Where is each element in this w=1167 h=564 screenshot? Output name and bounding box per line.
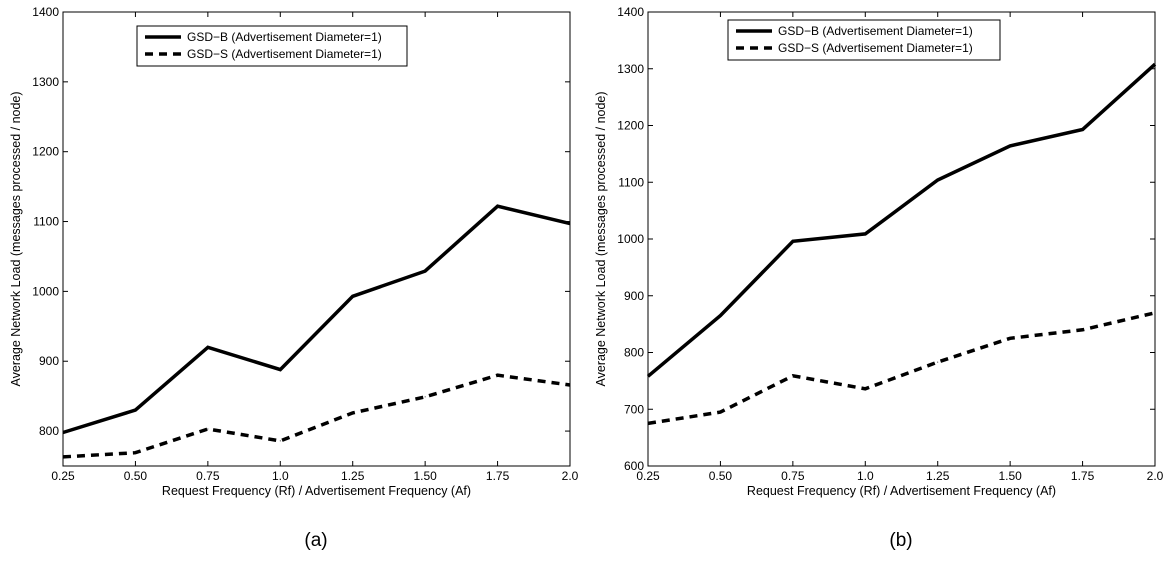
chart-b: 0.25 0.50 0.75 1.0 1.25 1.50 1.75 2.0 600 700 800 9… — [594, 5, 1164, 551]
data-point — [569, 223, 571, 225]
y-tick-label: 900 — [624, 289, 644, 303]
data-point — [134, 409, 136, 411]
data-point — [62, 456, 64, 458]
legend-entry: GSD−B (Advertisement Diameter=1) — [778, 24, 973, 38]
data-point — [1082, 128, 1084, 130]
data-point — [647, 375, 649, 377]
x-tick-label: 0.25 — [51, 469, 75, 483]
y-tick-label: 1300 — [32, 75, 59, 89]
x-axis-label: Request Frequency (Rf) / Advertisement F… — [162, 484, 471, 498]
data-point — [864, 388, 866, 390]
y-tick-label: 1200 — [617, 119, 644, 133]
data-point — [864, 233, 866, 235]
data-point — [647, 422, 649, 424]
y-tick-label: 800 — [39, 424, 59, 438]
legend-box — [727, 19, 1001, 61]
y-axis-label: Average Network Load (messages processed… — [594, 91, 608, 386]
x-tick-label: 2.0 — [562, 469, 579, 483]
x-tick-label: 1.0 — [272, 469, 289, 483]
legend-entry: GSD−S (Advertisement Diameter=1) — [778, 41, 973, 55]
y-tick-label: 1000 — [32, 284, 59, 298]
data-point — [792, 375, 794, 377]
x-tick-label: 2.0 — [1147, 469, 1164, 483]
legend-entry: GSD−B (Advertisement Diameter=1) — [187, 30, 382, 44]
data-point — [1009, 145, 1011, 147]
data-point — [719, 315, 721, 317]
x-tick-label: 0.75 — [781, 469, 805, 483]
x-tick-label: 1.0 — [857, 469, 874, 483]
data-point — [1082, 329, 1084, 331]
x-tick-label: 0.50 — [124, 469, 148, 483]
x-tick-label: 0.75 — [196, 469, 220, 483]
data-point — [279, 369, 281, 371]
legend: GSD−B (Advertisement Diameter=1) GSD−S (A… — [136, 25, 408, 67]
data-point — [1009, 337, 1011, 339]
y-tick-label: 700 — [624, 402, 644, 416]
x-tick-label: 1.75 — [1071, 469, 1095, 483]
data-point — [134, 452, 136, 454]
y-tick-label: 1300 — [617, 62, 644, 76]
y-tick-label: 900 — [39, 354, 59, 368]
data-point — [569, 384, 571, 386]
legend: GSD−B (Advertisement Diameter=1) GSD−S (A… — [727, 19, 1001, 61]
series-line-gsd-s — [62, 373, 571, 459]
x-tick-label: 0.50 — [709, 469, 733, 483]
y-tick-label: 800 — [624, 346, 644, 360]
y-tick-label: 1400 — [32, 5, 59, 19]
plot-frame — [62, 11, 571, 467]
data-point — [1154, 63, 1156, 65]
data-point — [62, 431, 64, 433]
data-point — [424, 270, 426, 272]
y-tick-label: 1200 — [32, 145, 59, 159]
data-point — [352, 412, 354, 414]
y-tick-label: 1000 — [617, 232, 644, 246]
legend-entry: GSD−S (Advertisement Diameter=1) — [187, 47, 382, 61]
plot-frame — [647, 11, 1156, 467]
series-line-gsd-s — [647, 311, 1156, 426]
series-line-gsd-b — [62, 204, 571, 435]
x-tick-label: 0.25 — [636, 469, 660, 483]
data-point — [792, 240, 794, 242]
data-point — [719, 411, 721, 413]
x-tick-label: 1.50 — [998, 469, 1022, 483]
data-point — [279, 440, 281, 442]
y-tick-label: 1400 — [617, 5, 644, 19]
x-tick-label: 1.25 — [341, 469, 365, 483]
legend-box — [136, 25, 408, 67]
chart-caption: (a) — [304, 530, 327, 551]
x-tick-label: 1.25 — [926, 469, 950, 483]
y-axis-label: Average Network Load (messages processed… — [9, 91, 23, 386]
y-tick-label: 600 — [624, 459, 644, 473]
chart-caption: (b) — [889, 530, 912, 551]
x-tick-label: 1.50 — [413, 469, 437, 483]
data-point — [207, 346, 209, 348]
data-point — [424, 396, 426, 398]
data-point — [1154, 312, 1156, 314]
data-point — [352, 295, 354, 297]
data-point — [937, 361, 939, 363]
y-tick-label: 1100 — [618, 175, 644, 189]
series-line-gsd-b — [646, 62, 1157, 378]
x-tick-label: 1.75 — [486, 469, 510, 483]
data-point — [207, 428, 209, 430]
data-point — [497, 205, 499, 207]
y-tick-label: 1100 — [33, 215, 59, 229]
data-point — [937, 179, 939, 181]
chart-a: 0.25 0.50 0.75 1.0 1.25 1.50 1.75 2.0 800 900 1000… — [9, 5, 579, 551]
data-point — [497, 374, 499, 376]
x-axis-label: Request Frequency (Rf) / Advertisement F… — [747, 484, 1056, 498]
